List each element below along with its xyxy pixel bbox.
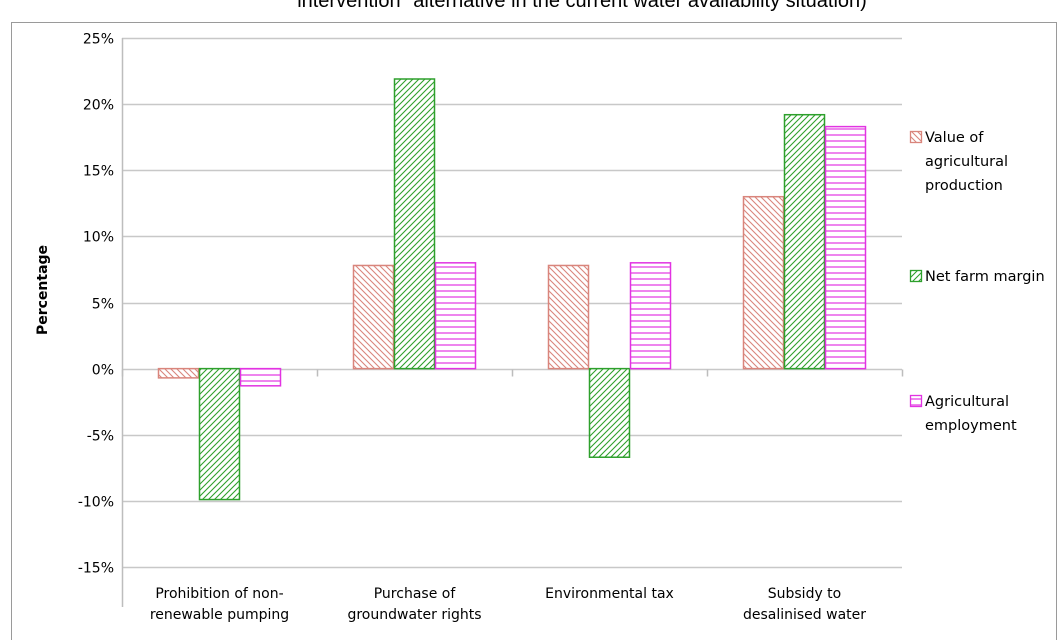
y-tick-label: -15% [78, 561, 114, 577]
y-tick-label: 10% [83, 230, 114, 246]
x-category-label: Subsidy to desalinised water [743, 586, 866, 623]
legend-label: Agricultural employment [925, 394, 1017, 434]
legend-swatch [909, 130, 923, 144]
bar-series-2-cat-3 [824, 125, 867, 370]
legend-swatch [909, 394, 923, 408]
chart-border [11, 22, 1057, 640]
x-category-label: Purchase of groundwater rights [347, 586, 481, 623]
bar-series-0-cat-3 [742, 195, 785, 370]
y-tick-label: 0% [92, 363, 114, 379]
bar-series-2-cat-0 [239, 367, 282, 387]
legend-swatch [909, 269, 923, 283]
bar-series-2-cat-2 [629, 262, 672, 370]
bar-series-0-cat-0 [157, 367, 200, 379]
legend-label: Value of agricultural production [925, 130, 1008, 194]
x-category-labels: Prohibition of non-renewable pumping Purc… [150, 586, 866, 623]
y-axis-label: Percentage [35, 245, 51, 335]
y-tick-label: 20% [83, 98, 114, 114]
chart-title: intervention" alternative in the current… [297, 0, 867, 12]
bar-series-1-cat-2 [588, 367, 631, 458]
legend: Value of agricultural production Net farm m… [909, 130, 1045, 434]
y-tick-label: -5% [87, 429, 114, 445]
bar-series-2-cat-1 [434, 262, 477, 370]
bars [157, 78, 867, 501]
y-tick-labels: 25% 20% 15% 10% 5% 0% -5% -10% -15% [78, 32, 114, 577]
bar-series-0-cat-1 [352, 264, 395, 370]
y-tick-label: -10% [78, 495, 114, 511]
y-tick-label: 25% [83, 32, 114, 48]
x-category-label: Prohibition of non-renewable pumping [150, 586, 289, 623]
axes [121, 38, 904, 607]
bar-series-1-cat-0 [198, 367, 241, 501]
bar-series-1-cat-1 [393, 78, 436, 370]
x-category-label: Environmental tax [545, 586, 674, 602]
bar-series-0-cat-2 [547, 264, 590, 370]
y-tick-label: 5% [92, 297, 114, 313]
legend-label: Net farm margin [925, 269, 1045, 285]
bar-series-1-cat-3 [783, 113, 826, 370]
y-tick-label: 15% [83, 164, 114, 180]
